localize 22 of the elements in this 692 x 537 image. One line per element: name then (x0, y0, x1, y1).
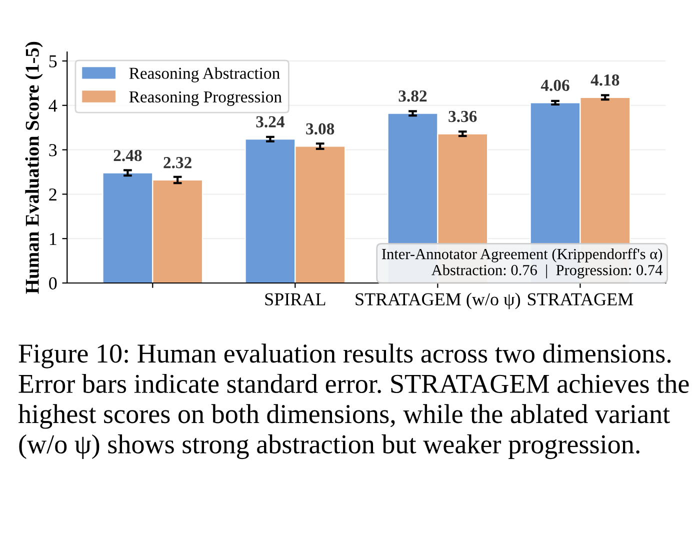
y-tick-label: 5 (49, 55, 57, 68)
y-tick-label: 1 (50, 232, 56, 245)
data-label: 3.24 (256, 116, 284, 128)
annotation: Inter-Annotator Agreement (Krippendorff's α) Abstraction: 0.76 | Progression: 0.74 (382, 248, 662, 278)
data-label: 3.82 (398, 90, 427, 102)
caption: Figure 10: Human evaluation results across two dimensions. Error bars indicate standard error. STRATAGEM achieves the highest scores on both dimensions, while the ablated variant (w/o ψ) shows strong abstraction but weaker progression. (18, 344, 689, 460)
data-label: 2.32 (164, 157, 192, 168)
y-axis-title: Human Evaluation Score (1-5) (25, 42, 43, 294)
y-tick-label: 3 (49, 144, 57, 156)
data-label: 3.36 (448, 110, 477, 122)
x-tick-label: STRATAGEM (w/o ψ) (356, 292, 520, 310)
y-tick-label: 4 (48, 100, 58, 112)
x-tick-label: SPIRAL (265, 293, 326, 306)
y-tick-label: 2 (49, 188, 56, 200)
data-label: 3.08 (306, 123, 334, 135)
data-label: 2.48 (114, 150, 142, 162)
data-label: 4.06 (540, 80, 570, 92)
legend-label: Reasoning Abstraction (129, 67, 280, 82)
y-tick-label: 0 (49, 277, 57, 290)
x-tick-label: STRATAGEM (528, 293, 634, 306)
legend-label: Reasoning Progression (129, 91, 282, 106)
data-label: 4.18 (590, 74, 620, 86)
